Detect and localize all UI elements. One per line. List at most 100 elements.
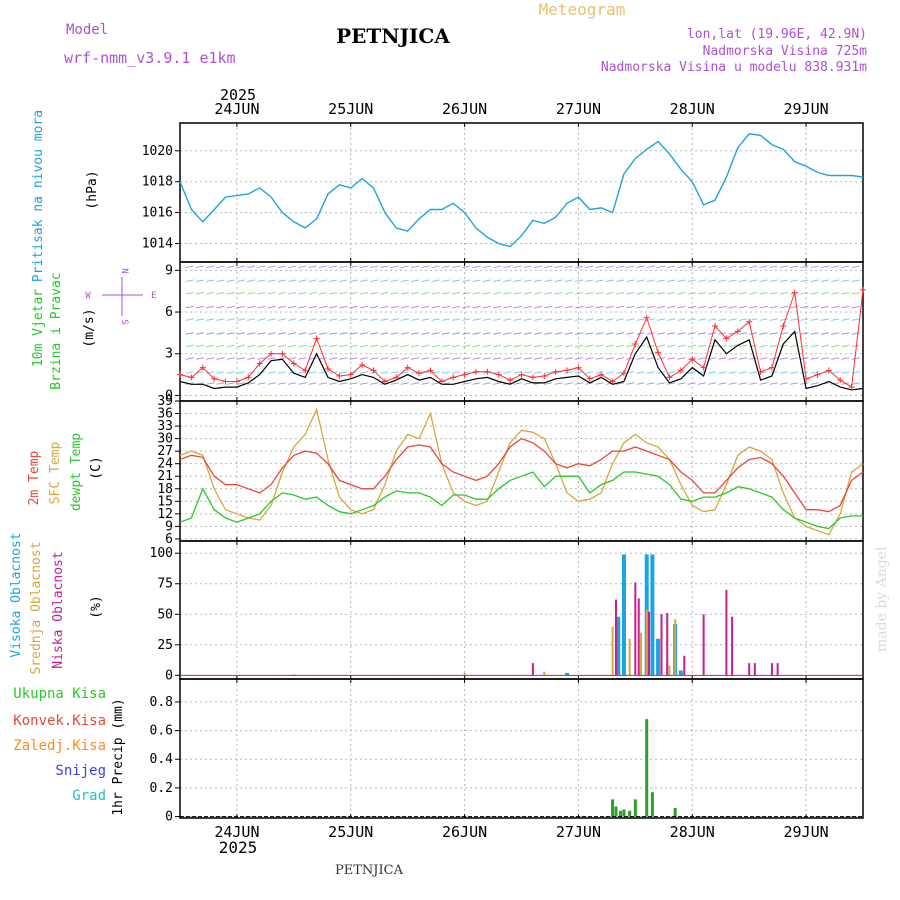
cloud-bar xyxy=(463,672,466,676)
wind-direction-arrow xyxy=(329,382,338,385)
wind-direction-arrow xyxy=(482,279,491,282)
precip-bar xyxy=(614,806,618,817)
wind-direction-arrow xyxy=(728,357,737,360)
cloud-bar xyxy=(702,614,705,676)
wind-direction-arrow xyxy=(329,291,338,295)
gust-marker xyxy=(825,367,832,374)
compass-east: E xyxy=(151,291,156,301)
wind-direction-arrow xyxy=(595,265,604,269)
wind-direction-arrow xyxy=(472,344,481,348)
wind-direction-arrow xyxy=(472,318,481,321)
wind-direction-arrow xyxy=(206,265,215,269)
lonlat-text: lon,lat (19.96E, 42.9N) xyxy=(687,27,867,42)
wind-direction-arrow xyxy=(831,357,840,360)
wind-direction-arrow xyxy=(851,305,860,309)
gust-marker xyxy=(780,322,787,329)
wind-direction-arrow xyxy=(615,344,625,348)
gust-marker xyxy=(324,366,331,373)
wind-direction-arrow xyxy=(492,382,502,385)
wind-direction-arrow xyxy=(728,291,737,295)
wind-direction-arrow xyxy=(339,371,348,374)
wind-direction-arrow xyxy=(759,265,768,269)
pressure-ytick-label: 1016 xyxy=(142,206,173,221)
wind-direction-arrow xyxy=(441,344,450,348)
wind-direction-arrow xyxy=(359,344,368,348)
wind-direction-arrow xyxy=(708,279,717,282)
wind-direction-arrow xyxy=(800,279,809,282)
credit-watermark: made by Angel xyxy=(874,546,890,652)
wind-direction-arrow xyxy=(544,305,553,309)
wind-direction-arrow xyxy=(329,265,338,269)
wind-direction-arrow xyxy=(708,305,717,309)
gust-marker xyxy=(233,378,240,385)
gust-marker xyxy=(712,322,719,329)
wind-direction-arrow xyxy=(646,371,655,374)
wind-direction-arrow xyxy=(564,382,573,385)
gust-marker xyxy=(529,374,536,381)
wind-direction-arrow xyxy=(759,291,768,295)
pressure-ytick-label: 1014 xyxy=(142,236,173,251)
wind-direction-arrow xyxy=(236,371,246,374)
wind-direction-arrow xyxy=(585,279,594,282)
wind-direction-arrow xyxy=(677,279,686,282)
wind-direction-arrow xyxy=(810,318,819,321)
wind-direction-arrow xyxy=(339,344,348,348)
gust-marker xyxy=(677,367,684,374)
wind-direction-arrow xyxy=(390,265,399,269)
wind-direction-arrow xyxy=(267,265,276,269)
wind-direction-arrow xyxy=(390,332,399,335)
precip-ytick-label: 0.4 xyxy=(150,752,174,767)
gust-marker xyxy=(507,377,514,384)
wind-direction-arrow xyxy=(533,318,543,321)
wind-direction-arrow xyxy=(410,265,420,269)
cloud-bar xyxy=(683,655,686,676)
wind-direction-arrow xyxy=(759,332,768,335)
wind-direction-arrow xyxy=(759,357,768,360)
temperature-ytick-label: 6 xyxy=(165,532,173,547)
wind-direction-arrow xyxy=(585,318,594,321)
wind-direction-arrow xyxy=(318,332,327,335)
wind-direction-arrow xyxy=(779,382,788,385)
gust-marker xyxy=(757,368,764,375)
wind-direction-arrow xyxy=(257,279,266,282)
wind-direction-arrow xyxy=(718,357,727,360)
wind-direction-arrow xyxy=(247,382,256,385)
wind-direction-arrow xyxy=(206,318,215,321)
wind-direction-arrow xyxy=(451,318,461,321)
wind-direction-arrow xyxy=(656,291,666,295)
wind-direction-arrow xyxy=(298,291,307,295)
wind-direction-arrow xyxy=(247,318,256,321)
wind-direction-arrow xyxy=(441,305,450,309)
wind-direction-arrow xyxy=(851,344,860,348)
wind-direction-arrow xyxy=(544,279,553,282)
wind-direction-arrow xyxy=(728,279,737,282)
wind-direction-arrow xyxy=(288,332,297,335)
wind-direction-arrow xyxy=(206,344,215,348)
wind-direction-arrow xyxy=(503,279,512,282)
wind-direction-arrow xyxy=(339,332,348,335)
wind-direction-arrow xyxy=(718,318,727,321)
temperature-ytick-label: 30 xyxy=(157,432,173,447)
gust-marker xyxy=(381,378,388,385)
wind-direction-arrow xyxy=(431,279,440,282)
wind-direction-arrow xyxy=(513,305,522,309)
wind-direction-arrow xyxy=(810,357,819,360)
wind-direction-arrow xyxy=(380,318,389,321)
wind-direction-arrow xyxy=(636,291,645,295)
wind-direction-arrow xyxy=(247,357,256,360)
temperature-ytick-label: 36 xyxy=(157,407,173,422)
wind-direction-arrow xyxy=(400,305,409,309)
wind-direction-arrow xyxy=(544,344,553,348)
wind-direction-arrow xyxy=(195,318,205,321)
precip-panel: 0 0.2 0.4 0.6 0.8 xyxy=(150,678,864,825)
wind-direction-arrow xyxy=(544,318,553,321)
wind-direction-arrow xyxy=(308,318,317,321)
wind-direction-arrow xyxy=(288,357,297,360)
date-label-bottom: 25JUN xyxy=(328,823,373,841)
wind-direction-arrow xyxy=(492,265,502,269)
wind-direction-arrow xyxy=(667,265,676,269)
wind-direction-arrow xyxy=(400,357,409,360)
wind-direction-arrow xyxy=(267,344,276,348)
wind-direction-arrow xyxy=(779,291,788,295)
wind-direction-arrow xyxy=(790,344,799,348)
